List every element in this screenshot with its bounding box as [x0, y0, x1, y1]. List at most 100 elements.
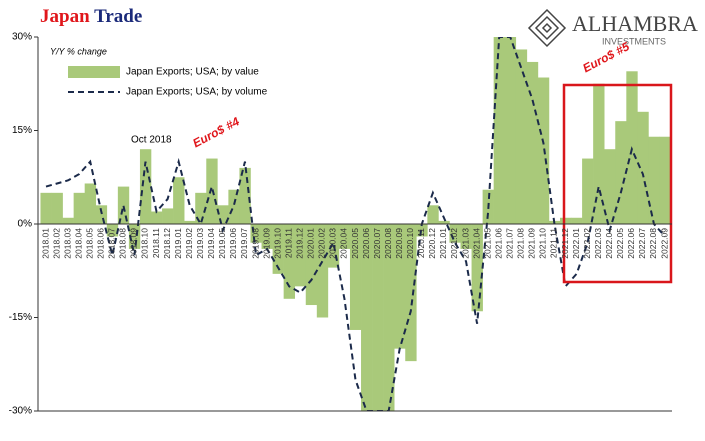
x-tick-label: 2018.06	[96, 228, 106, 259]
bar	[40, 192, 52, 224]
bar	[515, 49, 528, 224]
bar	[504, 37, 517, 224]
bar	[250, 224, 262, 243]
bar	[139, 149, 152, 224]
bar	[471, 224, 483, 312]
logo-icon	[527, 8, 567, 48]
bar	[128, 224, 141, 249]
bar	[184, 220, 196, 224]
x-tick-label: 2022.06	[626, 228, 636, 259]
x-tick-label: 2020.05	[350, 228, 360, 259]
bar	[361, 224, 373, 411]
x-tick-label: 2020.09	[394, 228, 404, 259]
x-tick-label: 2022.01	[571, 228, 581, 259]
x-tick-label: 2021.10	[538, 228, 548, 259]
bar	[206, 158, 218, 224]
bar	[460, 224, 472, 249]
x-tick-label: 2022.07	[637, 228, 647, 259]
x-tick-label: 2021.01	[438, 228, 448, 259]
x-tick-label: 2019.05	[217, 228, 227, 259]
bar	[162, 208, 174, 224]
annotation: Oct 2018	[131, 135, 172, 146]
bar	[405, 224, 417, 362]
x-tick-label: 2019.10	[272, 228, 282, 259]
x-tick-label: 2018.10	[140, 228, 150, 259]
x-tick-label: 2019.08	[250, 228, 260, 259]
x-tick-label: 2020.08	[383, 228, 393, 259]
x-tick-label: 2019.02	[184, 228, 194, 259]
x-tick-label: 2021.12	[560, 228, 570, 259]
bar	[449, 224, 461, 243]
y-tick-label: 0%	[18, 219, 33, 230]
highlight-box	[562, 83, 673, 284]
logo: ALHAMBRA INVESTMENTS	[527, 8, 698, 48]
x-tick-label: 2022.05	[615, 228, 625, 259]
bar	[228, 189, 240, 224]
x-tick-label: 2020.04	[339, 228, 349, 259]
bar	[62, 217, 74, 224]
line	[45, 37, 666, 411]
bar	[117, 186, 130, 224]
bar	[283, 224, 296, 299]
x-tick-label: 2018.01	[40, 228, 50, 259]
bar	[604, 149, 616, 224]
bar	[338, 224, 351, 249]
bar	[106, 224, 119, 237]
plot	[40, 37, 671, 411]
x-tick-label: 2019.04	[206, 228, 216, 259]
x-tick-label: 2022.02	[582, 228, 592, 259]
x-tick-label: 2019.07	[239, 228, 249, 259]
x-tick-label: 2018.07	[107, 228, 117, 259]
y-tick-label: 15%	[12, 125, 32, 136]
bar	[372, 224, 384, 411]
bar	[305, 224, 318, 306]
bar	[195, 192, 207, 224]
x-tick-label: 2020.10	[405, 228, 415, 259]
x-tick-label: 2019.09	[261, 228, 271, 259]
legend-swatch	[68, 66, 120, 78]
x-tick-label: 2019.01	[173, 228, 183, 259]
chart-title: Japan Trade	[40, 6, 142, 27]
bar	[394, 224, 406, 349]
x-tick-label: 2021.06	[493, 228, 503, 259]
bar	[648, 136, 660, 224]
x-tick-label: 2021.04	[471, 228, 481, 259]
x-tick-label: 2021.02	[449, 228, 459, 259]
bar	[294, 224, 307, 287]
x-tick-label: 2019.03	[195, 228, 205, 259]
bar	[316, 224, 329, 318]
legend-label: Japan Exports; USA; by volume	[126, 87, 268, 98]
x-tick-label: 2022.03	[593, 228, 603, 259]
x-tick-label: 2022.08	[648, 228, 658, 259]
y-tick-label: -30%	[9, 406, 32, 417]
bar	[383, 224, 395, 411]
bar	[217, 205, 229, 224]
y-axis-label: Y/Y % change	[50, 46, 107, 56]
x-tick-label: 2020.11	[416, 228, 426, 258]
bar	[95, 205, 108, 224]
bar	[615, 121, 627, 224]
x-tick-label: 2021.11	[549, 228, 559, 258]
bar	[173, 177, 185, 224]
bar	[427, 205, 439, 224]
x-tick-label: 2019.06	[228, 228, 238, 259]
x-tick-label: 2021.03	[460, 228, 470, 259]
bar	[593, 83, 605, 224]
x-tick-label: 2018.08	[118, 228, 128, 259]
x-tick-label: 2021.08	[516, 228, 526, 259]
x-tick-label: 2020.06	[361, 228, 371, 259]
x-tick-label: 2021.09	[527, 228, 537, 259]
x-tick-label: 2021.05	[482, 228, 492, 259]
bar	[571, 217, 583, 224]
x-tick-label: 2019.11	[283, 228, 293, 258]
x-tick-label: 2020.01	[306, 228, 316, 259]
x-tick-label: 2020.07	[372, 228, 382, 259]
x-tick-label: 2020.12	[427, 228, 437, 259]
logo-tagline: INVESTMENTS	[602, 36, 666, 46]
bar	[51, 192, 63, 224]
logo-name: ALHAMBRA	[572, 11, 698, 36]
bar	[349, 224, 362, 330]
bar	[559, 217, 572, 224]
x-tick-label: 2018.11	[151, 228, 161, 258]
bar	[239, 167, 251, 224]
